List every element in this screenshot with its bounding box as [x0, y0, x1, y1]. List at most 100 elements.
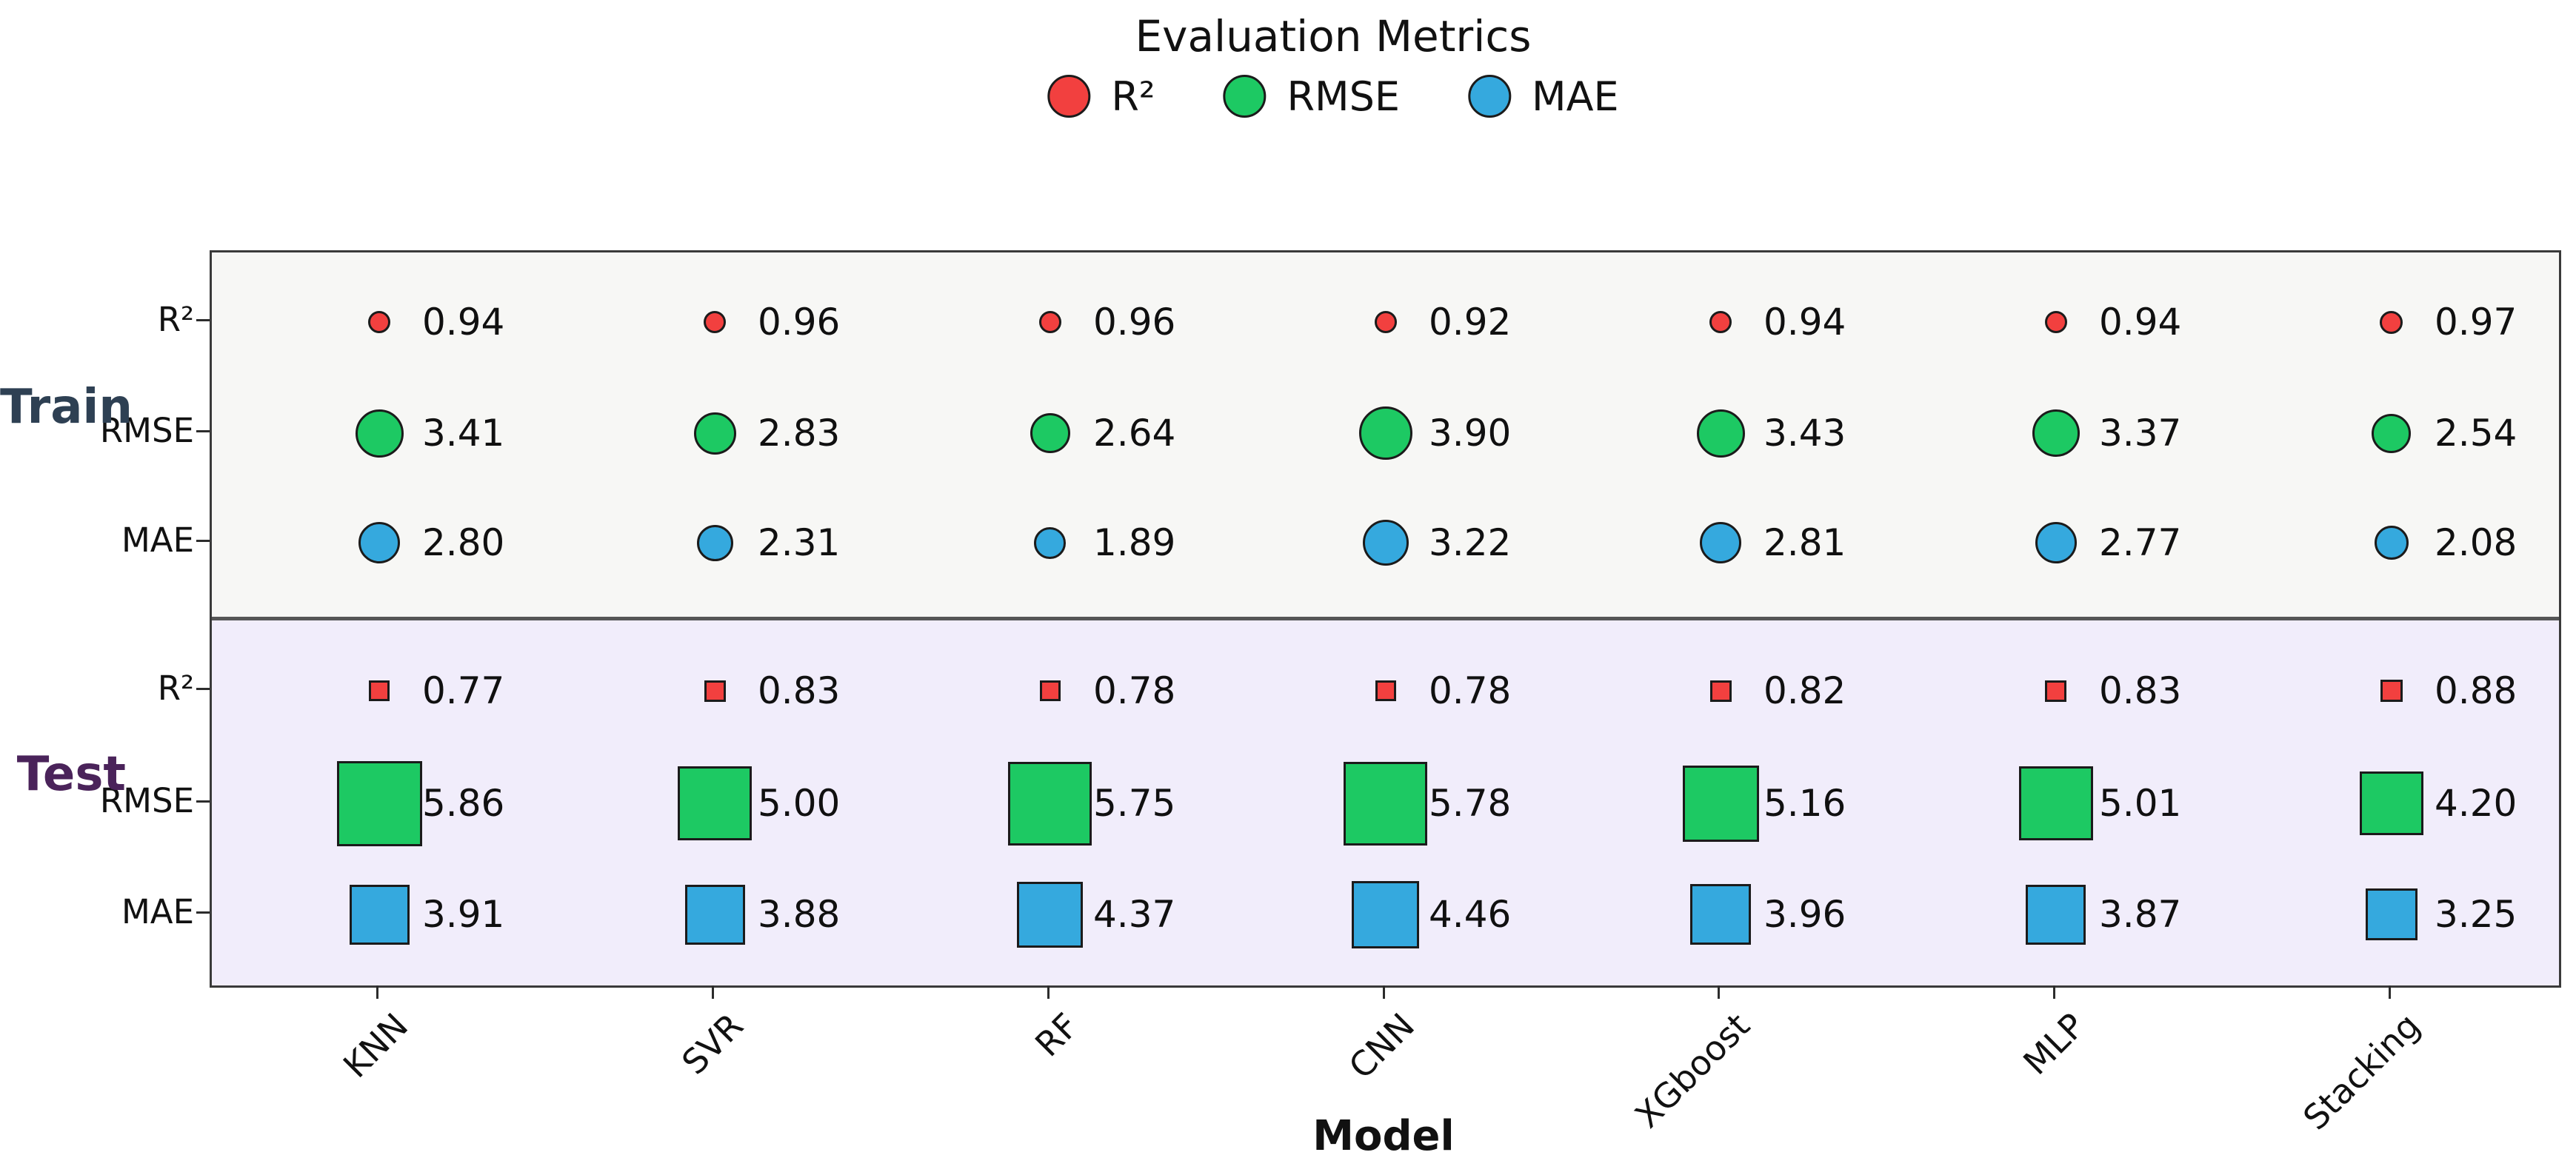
value-label: 3.91 — [422, 893, 505, 936]
value-label: 5.00 — [758, 782, 841, 825]
x-axis-title: Model — [1312, 1112, 1455, 1160]
value-label: 0.77 — [422, 669, 505, 712]
y-tick — [196, 319, 210, 321]
value-label: 5.78 — [1429, 782, 1512, 825]
marker-train-mae-mlp — [2035, 522, 2077, 563]
value-label: 0.92 — [1429, 301, 1512, 344]
value-label: 0.83 — [2099, 669, 2182, 712]
value-label: 2.31 — [758, 521, 841, 564]
value-label: 0.88 — [2435, 669, 2517, 712]
value-label: 2.64 — [1093, 412, 1176, 455]
value-label: 3.90 — [1429, 412, 1512, 455]
y-tick — [196, 540, 210, 542]
x-tick — [2052, 985, 2055, 999]
value-label: 0.94 — [422, 301, 505, 344]
x-tick-label-text: CNN — [1341, 1005, 1422, 1087]
x-tick-label-text: RF — [1027, 1005, 1087, 1065]
group-label-train: Train — [0, 380, 133, 435]
x-tick-label-text: XGboost — [1626, 1005, 1758, 1136]
marker-train-r2-cnn — [1375, 311, 1397, 333]
marker-test-mae-rf — [1017, 882, 1083, 948]
marker-train-r2-mlp — [2045, 311, 2067, 333]
value-label: 0.78 — [1429, 669, 1512, 712]
marker-train-rmse-mlp — [2032, 409, 2080, 457]
marker-train-mae-stacking — [2375, 526, 2409, 560]
marker-train-mae-cnn — [1363, 520, 1409, 566]
value-label: 4.20 — [2435, 782, 2517, 825]
value-label: 0.78 — [1093, 669, 1176, 712]
marker-test-r2-mlp — [2045, 680, 2066, 702]
marker-train-r2-svr — [704, 311, 726, 333]
legend-item-2: MAE — [1468, 73, 1619, 120]
value-label: 3.22 — [1429, 521, 1512, 564]
train-test-divider — [212, 617, 2559, 620]
value-label: 5.16 — [1764, 782, 1846, 825]
marker-test-mae-xgboost — [1690, 884, 1751, 945]
marker-test-rmse-cnn — [1344, 762, 1427, 846]
value-label: 5.86 — [422, 782, 505, 825]
value-label: 5.01 — [2099, 782, 2182, 825]
y-tick-label-train-rmse: RMSE — [99, 411, 194, 450]
value-label: 2.81 — [1764, 521, 1846, 564]
y-tick-label-test-rmse: RMSE — [99, 781, 194, 820]
value-label: 2.80 — [422, 521, 505, 564]
x-tick — [1047, 985, 1050, 999]
x-tick — [1718, 985, 1721, 999]
value-label: 5.75 — [1093, 782, 1176, 825]
x-tick-label-text: KNN — [336, 1005, 416, 1086]
marker-test-r2-rf — [1040, 680, 1061, 701]
marker-train-rmse-knn — [356, 409, 404, 458]
value-label: 1.89 — [1093, 521, 1176, 564]
marker-test-mae-stacking — [2366, 888, 2417, 940]
marker-train-r2-rf — [1039, 311, 1061, 333]
marker-test-mae-knn — [350, 885, 410, 945]
marker-train-r2-stacking — [2380, 311, 2403, 334]
marker-test-r2-cnn — [1375, 680, 1396, 701]
legend-marker-icon — [1223, 75, 1267, 118]
x-tick — [2388, 985, 2391, 999]
marker-test-mae-svr — [685, 885, 745, 945]
value-label: 2.83 — [758, 412, 841, 455]
value-label: 0.96 — [1093, 301, 1176, 344]
marker-test-r2-svr — [704, 680, 726, 702]
y-tick-label-train-r2: R² — [157, 300, 194, 339]
value-label: 0.82 — [1764, 669, 1846, 712]
value-label: 3.41 — [422, 412, 505, 455]
marker-test-rmse-rf — [1008, 762, 1092, 846]
x-tick-label-text: SVR — [674, 1005, 752, 1082]
x-tick — [712, 985, 715, 999]
marker-test-r2-knn — [369, 680, 390, 701]
y-tick — [196, 911, 210, 914]
legend-marker-icon — [1047, 75, 1091, 118]
marker-test-mae-cnn — [1352, 881, 1419, 948]
value-label: 3.43 — [1764, 412, 1846, 455]
value-label: 0.97 — [2435, 301, 2517, 344]
legend-marker-icon — [1468, 75, 1512, 118]
legend-item-label: RMSE — [1287, 73, 1401, 120]
y-tick-label-test-mae: MAE — [121, 892, 194, 931]
chart-legend: Evaluation Metrics R² RMSE MAE — [1047, 11, 1619, 120]
value-label: 3.88 — [758, 893, 841, 936]
marker-train-mae-svr — [697, 525, 733, 561]
marker-test-mae-mlp — [2026, 885, 2086, 945]
x-tick — [376, 985, 379, 999]
legend-title: Evaluation Metrics — [1135, 11, 1532, 61]
legend-item-1: RMSE — [1223, 73, 1401, 120]
value-label: 2.54 — [2435, 412, 2517, 455]
value-label: 2.77 — [2099, 521, 2182, 564]
x-tick — [1382, 985, 1385, 999]
value-label: 0.94 — [1764, 301, 1846, 344]
marker-train-mae-knn — [358, 522, 400, 563]
value-label: 4.37 — [1093, 893, 1176, 936]
legend-item-label: MAE — [1532, 73, 1619, 120]
y-tick-label-test-r2: R² — [157, 669, 194, 708]
marker-test-r2-xgboost — [1710, 680, 1732, 702]
marker-train-rmse-svr — [694, 412, 736, 455]
group-label-test: Test — [16, 747, 126, 802]
value-label: 3.37 — [2099, 412, 2182, 455]
marker-train-r2-knn — [368, 311, 390, 333]
value-label: 0.83 — [758, 669, 841, 712]
value-label: 3.25 — [2435, 893, 2517, 936]
marker-train-rmse-stacking — [2372, 414, 2411, 453]
